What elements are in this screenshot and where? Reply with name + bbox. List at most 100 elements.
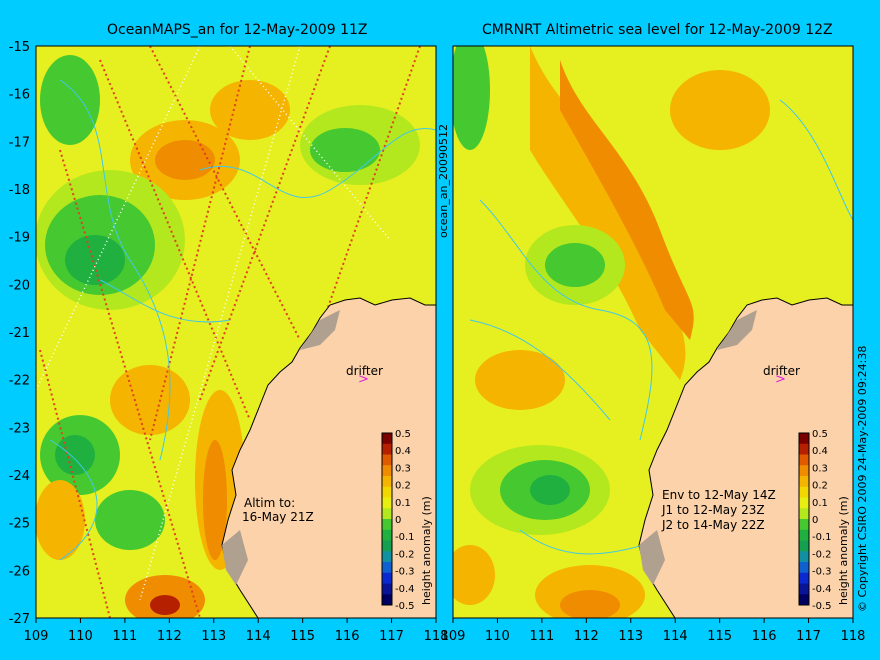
- colorbar-segment: [799, 465, 809, 477]
- y-tick-label: -20: [9, 278, 30, 293]
- middle-label: ocean_an_20090512: [437, 124, 450, 238]
- colorbar-tick-label: 0: [395, 515, 401, 526]
- colorbar-segment: [799, 486, 809, 498]
- colorbar-segment: [382, 551, 392, 563]
- right-note-line-1: Env to 12-May 14Z: [662, 488, 776, 502]
- colorbar-tick-label: 0: [812, 515, 818, 526]
- colorbar-tick-label: 0.5: [812, 429, 828, 440]
- colorbar-tick-label: 0.3: [395, 463, 411, 474]
- colorbar-segment: [799, 497, 809, 509]
- left-panel-title: OceanMAPS_an for 12-May-2009 11Z: [107, 22, 368, 38]
- y-tick-label: -23: [9, 421, 30, 436]
- x-tick-label: 111: [529, 629, 554, 644]
- colorbar-frame: [798, 432, 810, 606]
- y-tick-label: -17: [9, 135, 30, 150]
- colorbar-segment: [382, 476, 392, 488]
- y-tick-label: -21: [9, 326, 30, 341]
- x-tick-label: 109: [441, 629, 466, 644]
- colorbar-segment: [382, 433, 392, 445]
- colorbar-segment: [799, 572, 809, 584]
- colorbar-tick-label: -0.2: [395, 549, 415, 560]
- colorbar-label-left: height anomaly (m): [420, 496, 433, 605]
- x-tick-label: 110: [68, 629, 93, 644]
- colorbar-segment: [799, 529, 809, 541]
- x-tick-label: 118: [424, 629, 449, 644]
- colorbar-segment: [799, 476, 809, 488]
- left-note-line-1: Altim to:: [244, 496, 296, 510]
- colorbar-segment: [382, 454, 392, 466]
- colorbar-tick-label: 0.1: [812, 498, 828, 509]
- y-tick-label: -16: [9, 88, 30, 103]
- x-tick-label: 110: [485, 629, 510, 644]
- colorbar-segment: [799, 454, 809, 466]
- colorbar-segment: [382, 486, 392, 498]
- colorbar-tick-label: -0.4: [812, 584, 832, 595]
- colorbar-tick-label: 0.3: [812, 463, 828, 474]
- right-note-line-2: J1 to 12-May 23Z: [662, 503, 765, 517]
- x-tick-label: 113: [201, 629, 226, 644]
- left-note-line-2: 16-May 21Z: [242, 510, 314, 524]
- drifter-marker-left: >: [358, 372, 369, 387]
- colorbar-segment: [382, 443, 392, 455]
- colorbar-segment: [382, 572, 392, 584]
- y-tick-label: -19: [9, 231, 30, 246]
- colorbar-segment: [799, 594, 809, 606]
- x-tick-label: 114: [246, 629, 271, 644]
- y-tick-label: -24: [9, 469, 30, 484]
- x-tick-label: 117: [379, 629, 404, 644]
- x-tick-label: 111: [112, 629, 137, 644]
- colorbar-tick-label: -0.3: [395, 567, 415, 578]
- colorbar-tick-label: -0.1: [812, 532, 832, 543]
- y-tick-label: -26: [9, 564, 30, 579]
- colorbar-tick-label: 0.4: [812, 446, 828, 457]
- colorbar-segment: [382, 540, 392, 552]
- y-tick-label: -18: [9, 183, 30, 198]
- colorbar-tick-label: 0.5: [395, 429, 411, 440]
- drifter-marker-right: >: [775, 372, 786, 387]
- y-tick-label: -15: [9, 40, 30, 55]
- x-tick-label: 117: [796, 629, 821, 644]
- colorbar-segment: [799, 562, 809, 574]
- y-tick-label: -22: [9, 374, 30, 389]
- colorbar-tick-label: -0.2: [812, 549, 832, 560]
- x-tick-label: 112: [157, 629, 182, 644]
- colorbar-tick-label: 0.4: [395, 446, 411, 457]
- copyright-label: © Copyright CSIRO 2009 24-May-2009 09:24…: [856, 345, 869, 612]
- colorbar-segment: [382, 529, 392, 541]
- x-tick-label: 115: [707, 629, 732, 644]
- x-tick-label: 116: [752, 629, 777, 644]
- colorbar-tick-label: -0.1: [395, 532, 415, 543]
- colorbar-tick-label: -0.3: [812, 567, 832, 578]
- x-tick-label: 114: [663, 629, 688, 644]
- x-tick-label: 112: [574, 629, 599, 644]
- right-note-line-3: J2 to 14-May 22Z: [662, 518, 765, 532]
- x-tick-label: 113: [618, 629, 643, 644]
- colorbar-tick-label: 0.1: [395, 498, 411, 509]
- colorbar-segment: [799, 551, 809, 563]
- colorbar-tick-label: 0.2: [812, 481, 828, 492]
- colorbar-segment: [382, 594, 392, 606]
- y-tick-label: -27: [9, 612, 30, 627]
- colorbar-segment: [382, 497, 392, 509]
- left-map: [36, 46, 436, 618]
- colorbar-segment: [799, 508, 809, 520]
- colorbar-tick-label: -0.5: [812, 601, 832, 612]
- colorbar-segment: [799, 583, 809, 595]
- right-panel-title: CMRNRT Altimetric sea level for 12-May-2…: [482, 22, 833, 38]
- colorbar-label-right: height anomaly (m): [837, 496, 850, 605]
- drifter-label-right: drifter: [763, 364, 800, 378]
- colorbar-segment: [382, 508, 392, 520]
- drifter-label-left: drifter: [346, 364, 383, 378]
- colorbar-segment: [382, 465, 392, 477]
- x-tick-label: 115: [290, 629, 315, 644]
- colorbar-tick-label: 0.2: [395, 481, 411, 492]
- colorbar-segment: [799, 443, 809, 455]
- x-tick-label: 118: [841, 629, 866, 644]
- colorbar-frame: [381, 432, 393, 606]
- colorbar-segment: [382, 583, 392, 595]
- colorbar-tick-label: -0.5: [395, 601, 415, 612]
- colorbar-segment: [799, 433, 809, 445]
- right-map: [453, 46, 853, 618]
- colorbar-segment: [382, 519, 392, 531]
